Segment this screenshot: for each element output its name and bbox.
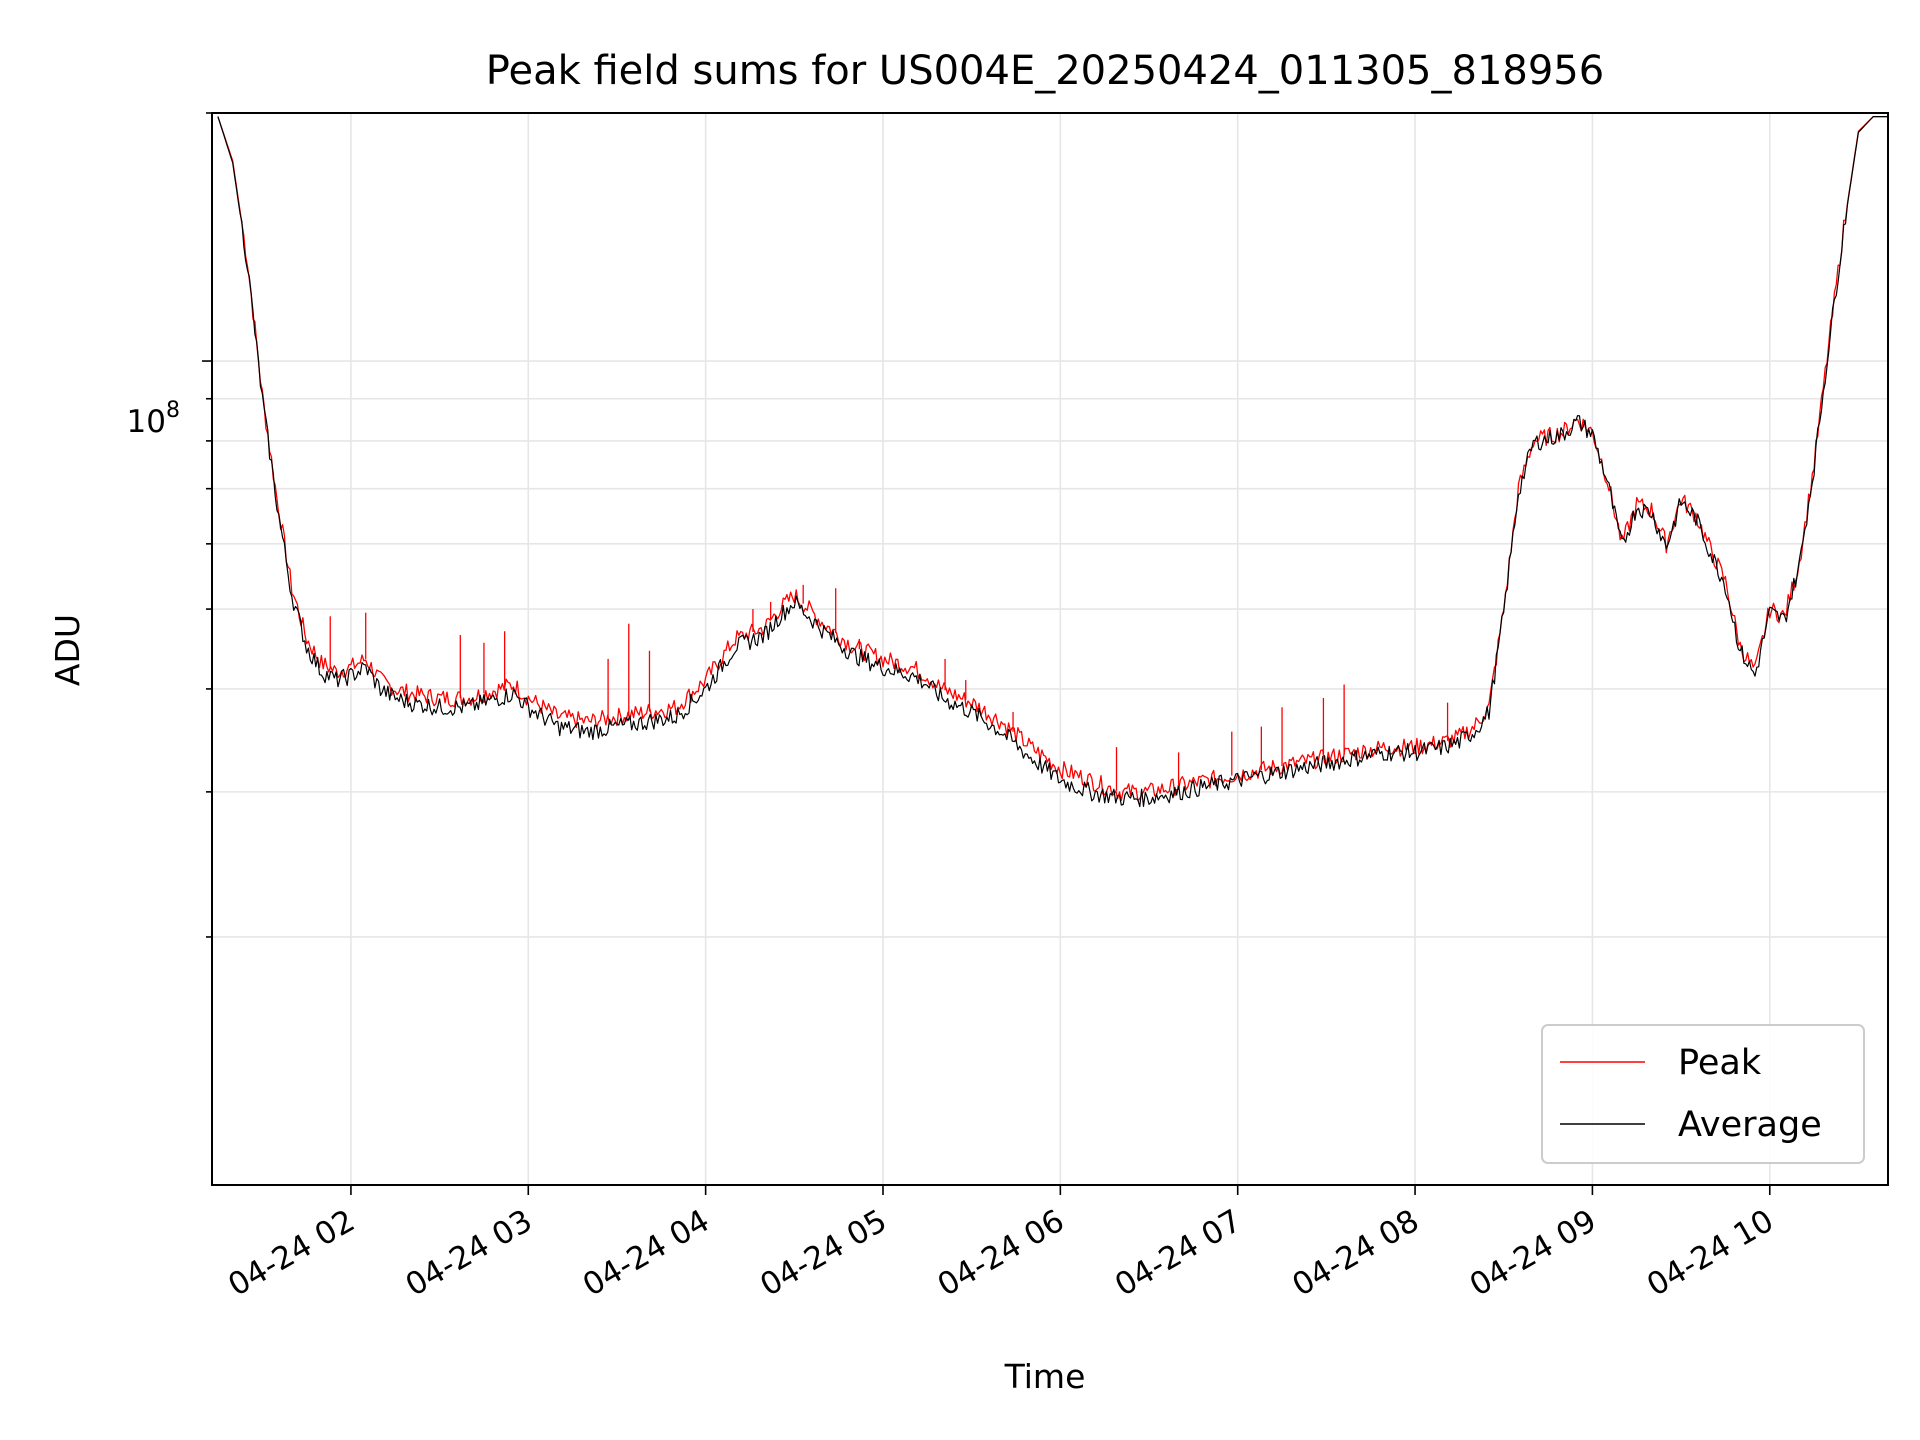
legend-average-label: Average: [1678, 1105, 1822, 1145]
average-series-line: [217, 115, 1888, 808]
legend: Peak Average: [1541, 1024, 1865, 1164]
plot-frame: [211, 112, 1889, 1186]
legend-frame: [1541, 1024, 1865, 1164]
legend-peak-label: Peak: [1678, 1043, 1762, 1083]
plot-series: [217, 115, 1888, 808]
y-tick-label-1e8: 108: [127, 398, 180, 440]
chart-title: Peak field sums for US004E_20250424_0113…: [486, 48, 1604, 94]
peak-series-line: [217, 115, 1888, 802]
y-axis-label: ADU: [48, 614, 87, 686]
y-axis-ticks: [202, 112, 212, 938]
x-axis-label: Time: [1004, 1357, 1086, 1396]
x-grid: [350, 113, 1771, 1185]
